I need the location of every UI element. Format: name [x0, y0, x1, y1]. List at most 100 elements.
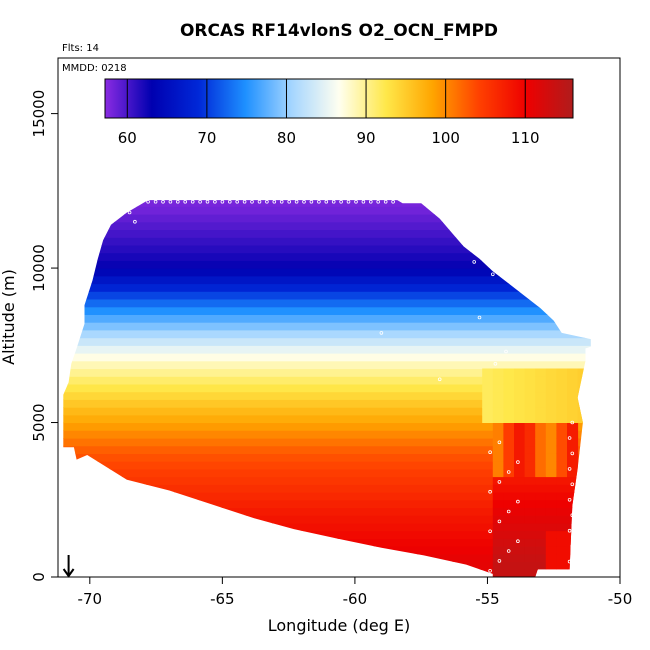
field-cell	[556, 476, 568, 485]
sample-point	[133, 219, 137, 224]
field-cell	[567, 430, 579, 439]
field-cell	[545, 546, 557, 555]
field-band	[63, 360, 591, 370]
field-cell	[556, 484, 568, 493]
field-cell	[556, 499, 568, 508]
field-band	[63, 221, 591, 230]
field-cell	[524, 468, 536, 478]
sample-point	[272, 199, 277, 204]
field-cell	[567, 468, 579, 478]
field-band	[63, 299, 591, 308]
field-cell	[503, 438, 515, 447]
sample-point	[497, 559, 502, 563]
field-cell	[514, 445, 526, 454]
field-cell	[514, 476, 526, 485]
field-cell	[545, 569, 557, 577]
field-cell	[545, 376, 557, 385]
field-band	[63, 461, 591, 470]
x-tick-label: -60	[343, 590, 368, 608]
field-band	[63, 206, 591, 215]
field-cell	[514, 515, 526, 524]
sample-point	[516, 499, 520, 504]
field-cell	[545, 499, 557, 508]
field-cell	[524, 376, 536, 385]
field-cell	[567, 391, 579, 400]
field-band	[63, 353, 591, 362]
field-cell	[545, 368, 557, 377]
field-band	[63, 244, 591, 254]
field-cell	[556, 553, 568, 562]
field-cell	[492, 484, 504, 493]
sample-point	[493, 361, 498, 366]
field-band	[63, 291, 591, 300]
field-cell	[556, 530, 568, 539]
sample-point	[127, 210, 132, 215]
field-cell	[577, 376, 589, 385]
sample-point	[488, 450, 492, 455]
field-band	[63, 438, 591, 447]
sample-point	[146, 199, 150, 204]
field-cell	[545, 530, 557, 539]
field-cell	[577, 383, 589, 393]
field-cell	[482, 399, 494, 408]
field-cell	[535, 569, 547, 577]
field-cell	[492, 569, 504, 577]
field-cell	[545, 476, 557, 485]
field-cell	[545, 383, 557, 393]
field-cell	[514, 438, 526, 447]
sample-point	[516, 460, 520, 464]
field-cell	[567, 422, 579, 431]
sample-point	[570, 420, 575, 425]
field-band	[63, 430, 591, 439]
y-tick-label: 15000	[30, 90, 48, 138]
field-cell	[514, 383, 526, 393]
field-cell	[492, 546, 504, 555]
field-cell	[492, 414, 504, 423]
field-cell	[514, 414, 526, 423]
field-cell	[545, 553, 557, 562]
field-cell	[514, 376, 526, 385]
field-cell	[545, 507, 557, 516]
field-cell	[535, 530, 547, 539]
y-tick-label: 0	[30, 572, 48, 582]
field-cell	[503, 522, 515, 532]
field-cell	[535, 407, 547, 416]
field-cell	[514, 553, 526, 562]
field-cell	[503, 399, 515, 408]
field-cell	[514, 530, 526, 539]
field-cell	[545, 438, 557, 447]
sample-point	[570, 513, 575, 517]
field-cell	[503, 492, 515, 501]
field-cell	[567, 484, 579, 493]
field-cell	[524, 515, 536, 524]
field-cell	[535, 515, 547, 524]
field-cell	[545, 461, 557, 470]
field-cell	[535, 499, 547, 508]
sample-point	[567, 559, 572, 564]
field-cell	[556, 368, 568, 377]
field-cell	[503, 499, 515, 508]
field-band	[63, 200, 591, 207]
sample-point	[437, 377, 442, 382]
sample-point	[490, 272, 495, 277]
field-cell	[567, 476, 579, 485]
field-cell	[492, 453, 504, 462]
field-cell	[535, 453, 547, 462]
sample-point	[309, 199, 314, 204]
field-band	[63, 214, 591, 223]
field-cell	[567, 538, 579, 547]
field-cell	[535, 368, 547, 377]
field-cell	[514, 430, 526, 439]
field-cell	[503, 553, 515, 562]
colorbar-tick-label: 60	[118, 129, 137, 147]
field-band	[63, 368, 591, 377]
field-band	[63, 468, 591, 478]
field-cell	[524, 368, 536, 377]
sample-point	[294, 199, 299, 204]
field-cell	[567, 414, 579, 423]
sample-point	[488, 529, 492, 534]
field-cell	[524, 561, 536, 570]
colorbar: 60 70 80 90 100 110	[104, 78, 574, 147]
field-band	[63, 260, 591, 269]
